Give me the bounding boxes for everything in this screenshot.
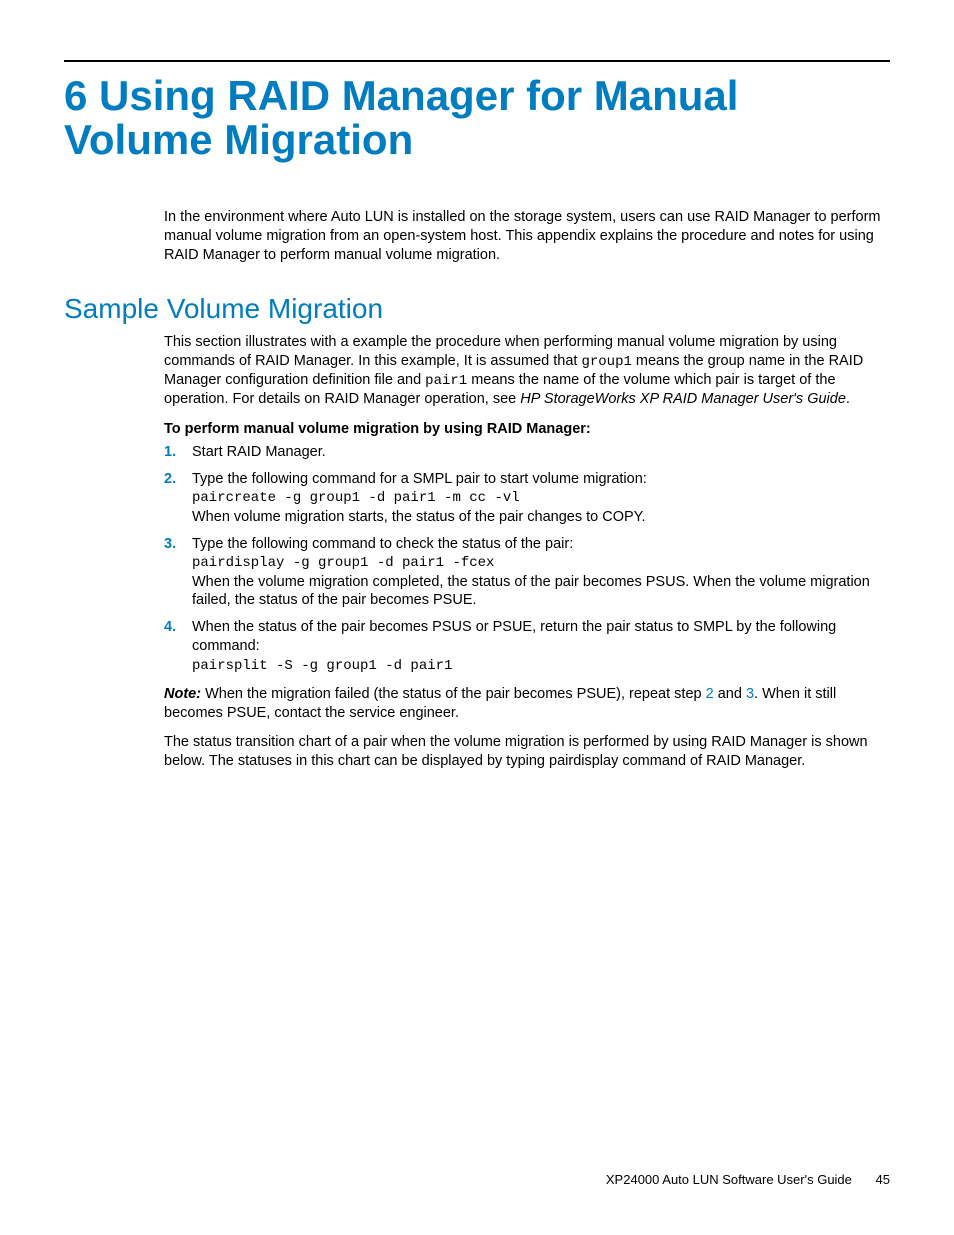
intro-text: . bbox=[846, 391, 850, 407]
section-intro: This section illustrates with a example … bbox=[164, 333, 890, 409]
command-paircreate: paircreate -g group1 -d pair1 -m cc -vl bbox=[192, 490, 520, 506]
step-link-3[interactable]: 3 bbox=[746, 686, 754, 702]
procedure-subhead: To perform manual volume migration by us… bbox=[164, 421, 890, 437]
step-text: Type the following command for a SMPL pa… bbox=[192, 471, 647, 487]
footer-page-number: 45 bbox=[876, 1172, 890, 1187]
chapter-title: 6 Using RAID Manager for Manual Volume M… bbox=[64, 74, 890, 162]
list-item: 4. When the status of the pair becomes P… bbox=[164, 618, 890, 675]
command-pairdisplay: pairdisplay -g group1 -d pair1 -fcex bbox=[192, 555, 494, 571]
command-pairsplit: pairsplit -S -g group1 -d pair1 bbox=[192, 658, 452, 674]
note-paragraph: Note: When the migration failed (the sta… bbox=[164, 685, 890, 723]
chapter-intro: In the environment where Auto LUN is ins… bbox=[164, 208, 890, 265]
step-text: Start RAID Manager. bbox=[192, 444, 326, 460]
note-label: Note: bbox=[164, 686, 201, 702]
list-item: 1. Start RAID Manager. bbox=[164, 443, 890, 462]
step-text: When volume migration starts, the status… bbox=[192, 509, 646, 525]
list-item: 2. Type the following command for a SMPL… bbox=[164, 470, 890, 527]
page: 6 Using RAID Manager for Manual Volume M… bbox=[0, 0, 954, 1235]
section-title: Sample Volume Migration bbox=[64, 293, 890, 325]
note-text: and bbox=[714, 686, 746, 702]
doc-reference: HP StorageWorks XP RAID Manager User's G… bbox=[520, 391, 846, 407]
page-footer: XP24000 Auto LUN Software User's Guide 4… bbox=[606, 1172, 890, 1187]
step-number: 1. bbox=[164, 443, 176, 462]
inline-code-group1: group1 bbox=[581, 354, 631, 370]
step-text: When the status of the pair becomes PSUS… bbox=[192, 619, 836, 654]
list-item: 3. Type the following command to check t… bbox=[164, 535, 890, 611]
step-text: Type the following command to check the … bbox=[192, 536, 573, 552]
top-rule bbox=[64, 60, 890, 62]
step-number: 4. bbox=[164, 618, 176, 637]
procedure-steps: 1. Start RAID Manager. 2. Type the follo… bbox=[164, 443, 890, 675]
content-block: In the environment where Auto LUN is ins… bbox=[164, 208, 890, 770]
inline-code-pair1: pair1 bbox=[425, 373, 467, 389]
step-text: When the volume migration completed, the… bbox=[192, 574, 870, 609]
footer-doc-title: XP24000 Auto LUN Software User's Guide bbox=[606, 1172, 852, 1187]
step-number: 2. bbox=[164, 470, 176, 489]
note-text: When the migration failed (the status of… bbox=[201, 686, 706, 702]
step-number: 3. bbox=[164, 535, 176, 554]
step-link-2[interactable]: 2 bbox=[706, 686, 714, 702]
closing-paragraph: The status transition chart of a pair wh… bbox=[164, 733, 890, 771]
